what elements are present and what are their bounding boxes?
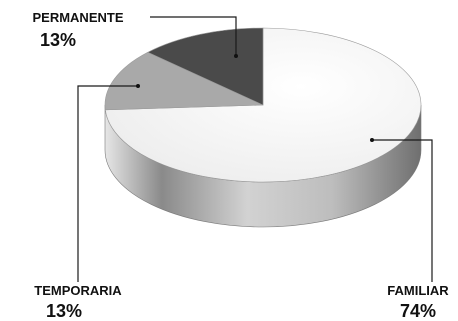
pie-slice-temporaria bbox=[104, 51, 264, 111]
slice-value-permanente: 13% bbox=[40, 30, 76, 50]
slice-labels: FAMILIAR 74% TEMPORARIA 13% PERMANENTE 13% bbox=[32, 10, 449, 321]
slice-label-permanente: PERMANENTE bbox=[32, 10, 123, 25]
leader-dot-permanente bbox=[234, 54, 238, 58]
leader-dot-temporaria bbox=[136, 84, 140, 88]
pie-top-face bbox=[104, 27, 422, 183]
leader-line-familiar bbox=[372, 139, 433, 282]
slice-value-familiar: 74% bbox=[400, 301, 436, 321]
leader-lines bbox=[77, 16, 433, 282]
leader-dot-familiar bbox=[370, 138, 374, 142]
slice-label-temporaria: TEMPORARIA bbox=[34, 283, 122, 298]
slice-label-familiar: FAMILIAR bbox=[387, 283, 449, 298]
pie-slice-permanente bbox=[147, 27, 264, 106]
slice-value-temporaria: 13% bbox=[46, 301, 82, 321]
leader-line-permanente bbox=[150, 16, 237, 56]
leader-line-temporaria bbox=[77, 85, 138, 282]
